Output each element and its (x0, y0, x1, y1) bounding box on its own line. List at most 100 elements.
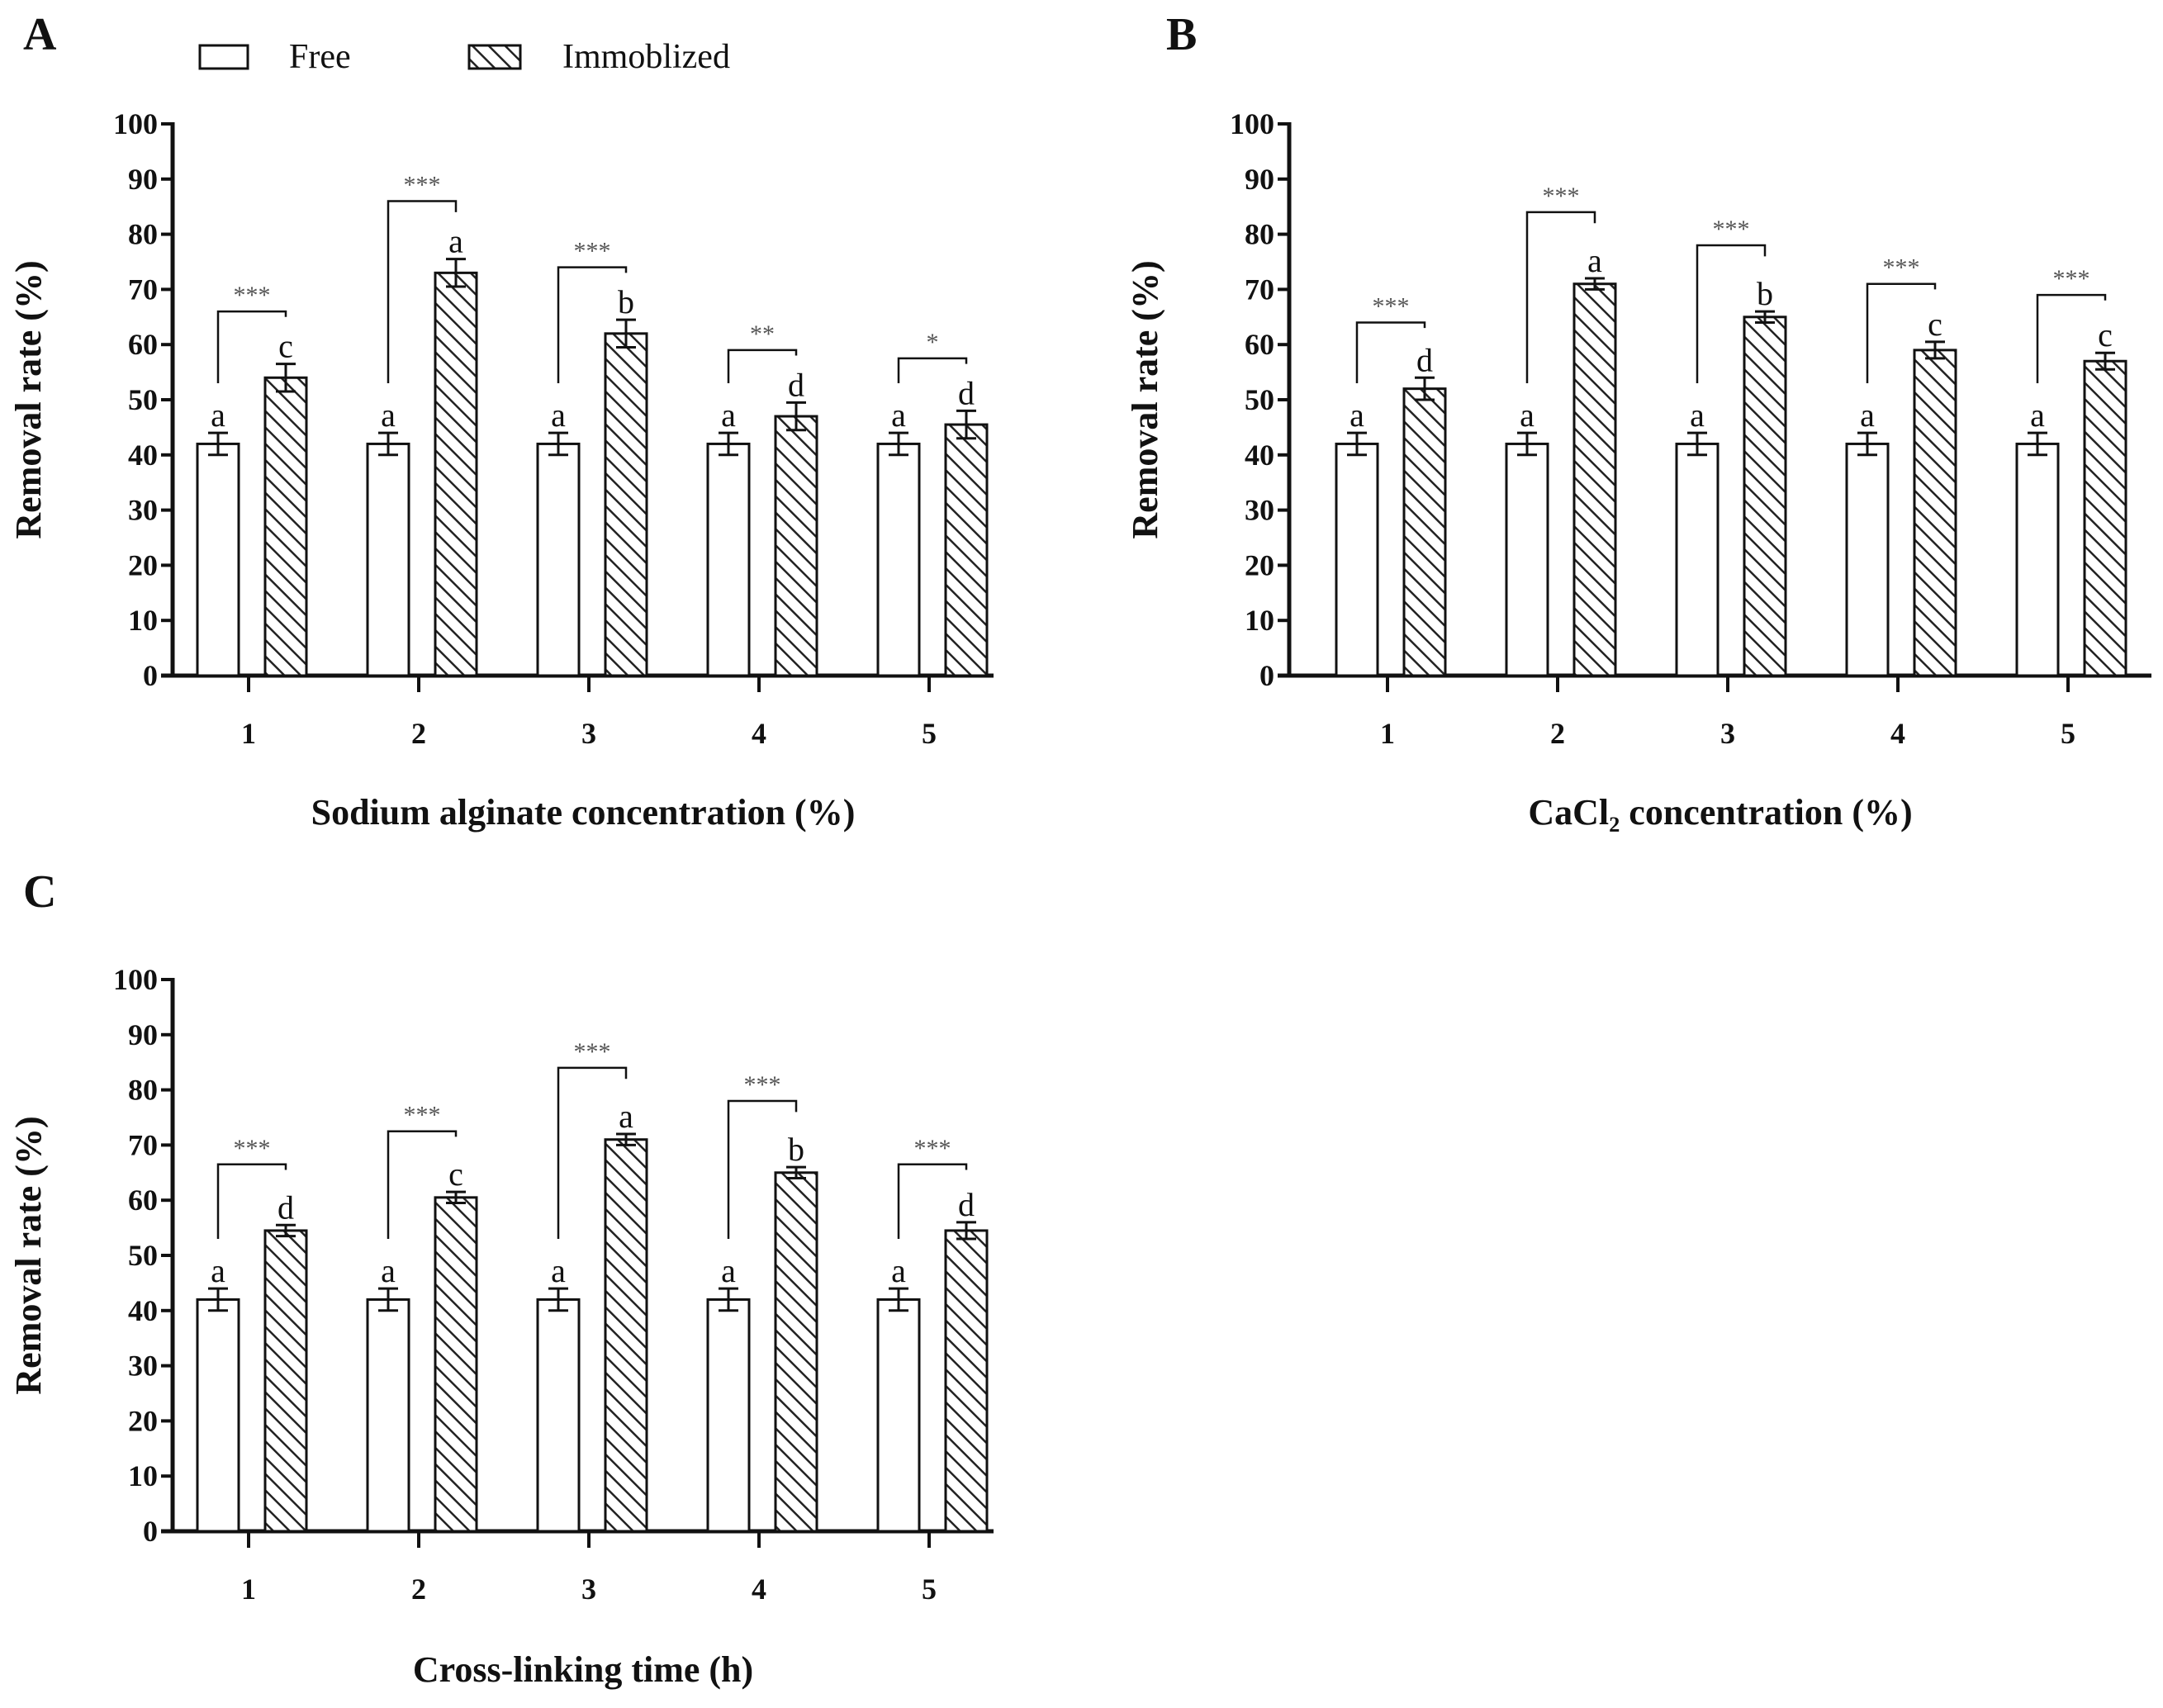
significance-bracket (216, 310, 287, 383)
legend: Free Immoblized (198, 38, 730, 76)
error-bar (1415, 376, 1435, 401)
y-tick-label: 90 (128, 163, 158, 196)
x-axis-title: Sodium alginate concentration (%) (311, 792, 856, 833)
significance-stars: *** (1713, 216, 1750, 243)
bar-immobilized (1572, 282, 1617, 677)
y-tick-label: 70 (128, 1128, 158, 1161)
error-bar (446, 1190, 466, 1205)
significance-bracket (1525, 211, 1596, 383)
legend-swatch-immobilized (467, 44, 522, 70)
error-bar (548, 1287, 568, 1312)
panel-label: A (23, 9, 57, 60)
significance-letter: a (381, 396, 396, 434)
bar-immobilized (263, 376, 308, 677)
x-axis-title: CaCl₂ concentration (%) (1528, 792, 1912, 833)
significance-stars: *** (744, 1071, 781, 1098)
error-bar (2028, 431, 2047, 457)
x-tick-label: 4 (752, 1573, 766, 1606)
chart-panel-a: A 0 10 20 30 40 50 60 70 80 90 100 Removal rate (%) S… (8, 9, 994, 833)
y-tick-label: 30 (128, 1350, 158, 1383)
y-tick-label: 50 (128, 383, 158, 416)
y-tick-label: 40 (128, 1294, 158, 1327)
significance-stars: *** (1543, 183, 1580, 210)
y-tick-label: 20 (128, 1404, 158, 1437)
error-bar (378, 431, 398, 457)
significance-letter: b (618, 283, 634, 320)
significance-letter: c (1928, 306, 1942, 343)
x-tick-label: 3 (1720, 717, 1735, 750)
significance-letter: a (448, 223, 463, 260)
error-bar (548, 431, 568, 457)
significance-letter: a (1690, 396, 1705, 434)
significance-letter: d (1416, 341, 1433, 378)
significance-bracket (897, 1163, 968, 1239)
y-tick-label: 60 (1245, 328, 1274, 361)
significance-stars: *** (1883, 254, 1920, 282)
bar-free (876, 442, 921, 677)
error-bar (719, 431, 738, 457)
chart-panel-b: B 0 10 20 30 40 50 60 70 80 90 100 Removal rate (%) C… (1125, 9, 2151, 833)
significance-letter: d (958, 1186, 975, 1223)
bar-immobilized (434, 271, 478, 677)
significance-stars: ** (750, 320, 775, 348)
significance-stars: *** (404, 1102, 441, 1129)
x-tick-label: 5 (2061, 717, 2075, 750)
bar-immobilized (944, 1229, 989, 1533)
y-tick-label: 100 (113, 963, 158, 996)
legend-label-free: Free (289, 38, 351, 76)
error-bar (889, 1287, 908, 1312)
x-tick-label: 4 (752, 717, 766, 750)
x-tick-label: 2 (411, 1573, 426, 1606)
x-tick-label: 1 (241, 1573, 256, 1606)
bar-immobilized (604, 332, 648, 677)
error-bar (889, 431, 908, 457)
y-tick-label: 0 (143, 659, 158, 692)
error-bar (1857, 431, 1877, 457)
error-bar (208, 1287, 228, 1312)
significance-letter: a (721, 1252, 736, 1289)
significance-bracket (727, 1099, 798, 1239)
significance-bracket (1355, 321, 1426, 383)
significance-stars: *** (574, 238, 611, 265)
bar-immobilized (774, 1171, 818, 1533)
x-tick-label: 5 (922, 1573, 937, 1606)
y-tick-label: 70 (1245, 273, 1274, 306)
x-tick-label: 3 (581, 717, 596, 750)
error-bar (1925, 340, 1945, 360)
chart-panel-c: C 0 10 20 30 40 50 60 70 80 90 100 Removal rate (%) C… (8, 866, 994, 1690)
significance-letter: b (1757, 275, 1773, 312)
error-bar (276, 1223, 296, 1238)
significance-bracket (216, 1163, 287, 1239)
significance-letter: a (551, 1252, 566, 1289)
bar-free (1505, 442, 1549, 677)
y-axis-title: Removal rate (%) (1125, 260, 1165, 538)
y-axis-title: Removal rate (%) (8, 260, 49, 538)
bar-free (706, 442, 751, 677)
y-axis-title: Removal rate (%) (8, 1116, 49, 1394)
error-bar (616, 318, 636, 349)
bar-immobilized (434, 1196, 478, 1533)
error-bar (378, 1287, 398, 1312)
x-tick-label: 5 (922, 717, 937, 750)
significance-bracket (727, 349, 798, 383)
y-tick-label: 60 (128, 328, 158, 361)
y-tick-label: 40 (128, 439, 158, 472)
bar-immobilized (944, 423, 989, 677)
bar-immobilized (1743, 316, 1787, 677)
bar-free (366, 442, 410, 677)
significance-bracket (1696, 244, 1767, 383)
significance-letter: b (788, 1131, 804, 1168)
significance-letter: a (1350, 396, 1364, 434)
y-tick-label: 80 (128, 218, 158, 251)
significance-letter: a (619, 1098, 633, 1135)
bar-immobilized (2083, 359, 2127, 677)
panel-label: B (1166, 9, 1197, 60)
legend-label-immobilized: Immoblized (562, 38, 730, 76)
y-tick-label: 100 (1230, 107, 1274, 140)
significance-bracket (387, 1130, 458, 1239)
significance-letter: a (211, 396, 225, 434)
y-tick-label: 100 (113, 107, 158, 140)
significance-stars: *** (914, 1135, 951, 1162)
legend-swatch-free (198, 44, 249, 70)
y-tick-label: 80 (1245, 218, 1274, 251)
